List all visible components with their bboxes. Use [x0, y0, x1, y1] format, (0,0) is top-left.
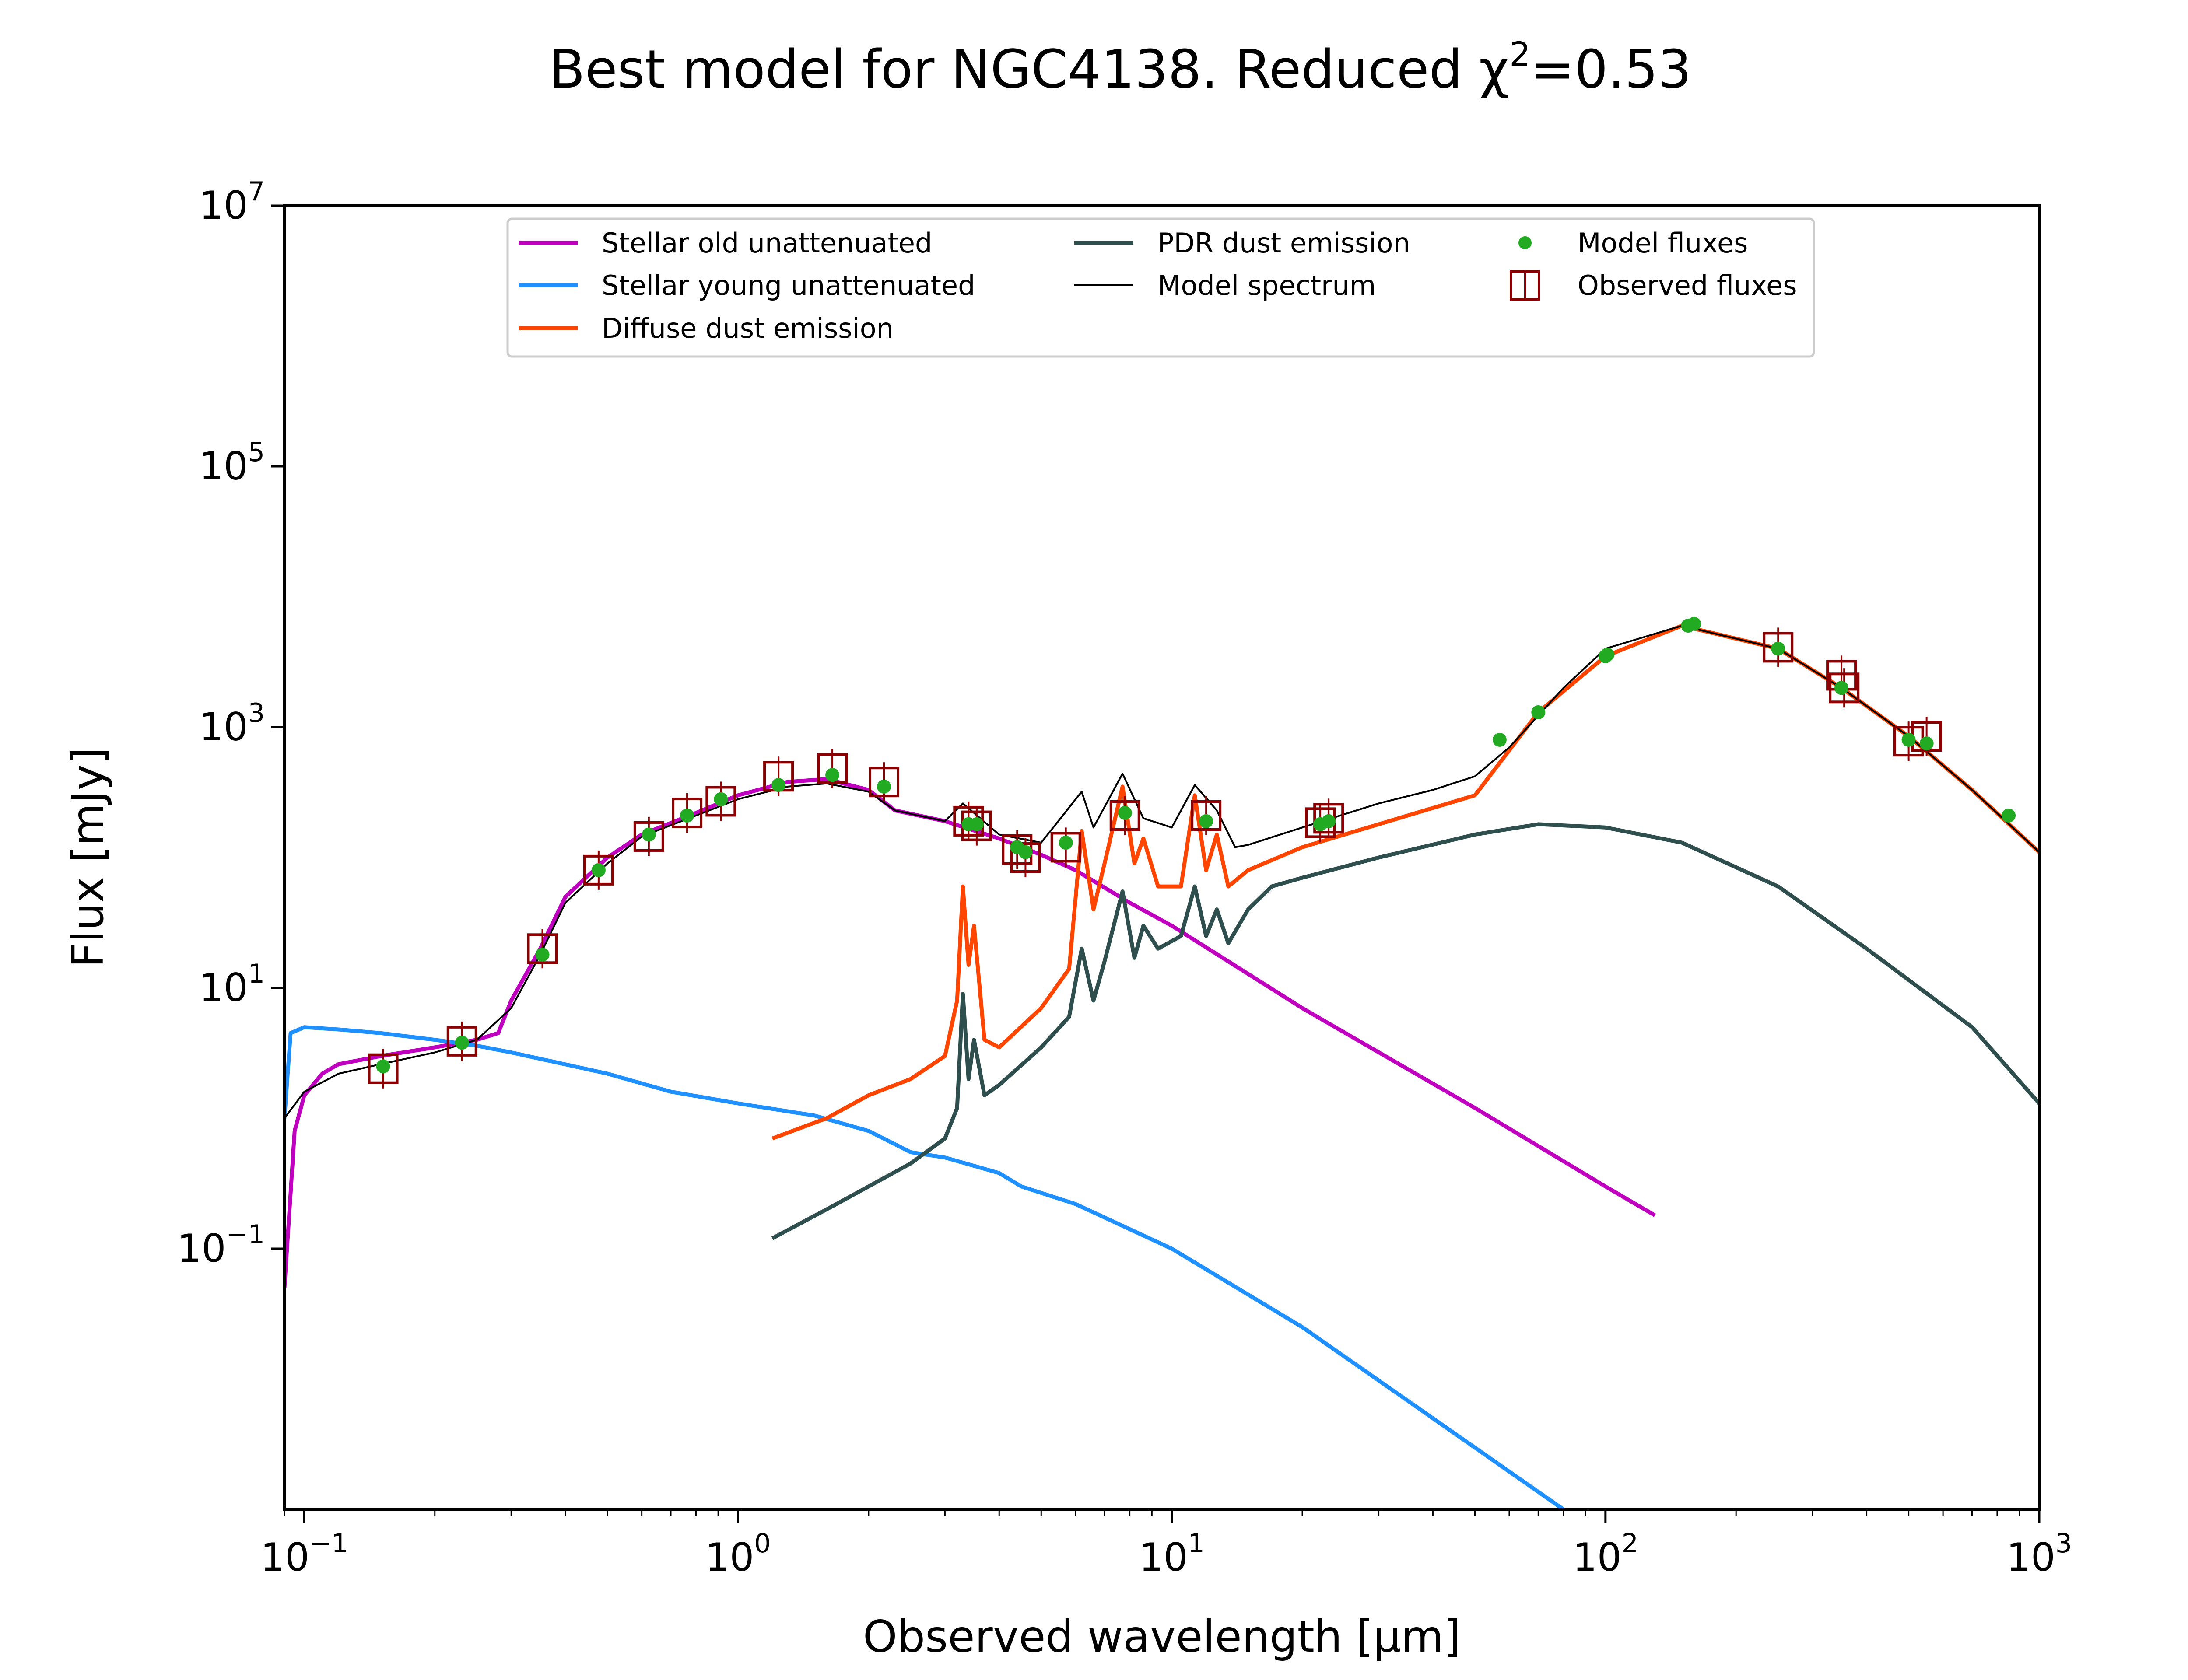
model-flux-point	[714, 792, 728, 806]
chart-title: Best model for NGC4138. Reduced χ2=0.53	[549, 35, 1692, 100]
observed-flux-marker	[672, 797, 703, 828]
observed-flux-marker	[1829, 672, 1860, 704]
observed-flux-marker	[817, 753, 848, 784]
legend-item-2: Diffuse dust emission	[519, 312, 894, 344]
model-flux-point	[1600, 648, 1615, 662]
model-flux-point	[771, 778, 786, 792]
marker-layer	[368, 616, 2016, 1088]
model-flux-point	[1834, 681, 1849, 695]
legend-item-5: Model fluxes	[1518, 227, 1748, 259]
model-flux-point	[1018, 845, 1033, 859]
model-flux-point	[591, 863, 606, 877]
y-axis-label: Flux [mJy]	[62, 747, 113, 968]
legend-item-3: PDR dust emission	[1074, 227, 1410, 259]
observed-flux-marker	[446, 1026, 477, 1057]
y-tick-label: 105	[199, 437, 265, 489]
y-tick-label: 101	[199, 959, 265, 1010]
x-tick-label: 100	[705, 1528, 771, 1580]
legend-label: Stellar young unattenuated	[602, 270, 975, 301]
legend-item-6: Observed fluxes	[1510, 270, 1797, 301]
model-flux-point	[969, 817, 984, 831]
legend-label: PDR dust emission	[1157, 227, 1410, 259]
legend-item-0: Stellar old unattenuated	[519, 227, 932, 259]
model-flux-point	[535, 947, 550, 962]
model-flux-point	[1322, 814, 1336, 828]
y-tick-label: 103	[199, 698, 265, 749]
observed-flux-marker	[1763, 632, 1794, 663]
legend-label: Model fluxes	[1578, 227, 1748, 259]
model-flux-point	[1531, 705, 1546, 720]
chart-title-sup: 2	[1509, 35, 1530, 74]
model-flux-point	[877, 779, 891, 794]
observed-flux-marker	[1191, 800, 1222, 831]
model-flux-point	[1901, 732, 1916, 747]
legend-swatch	[1518, 236, 1532, 249]
observed-flux-marker	[527, 933, 558, 964]
observed-flux-marker	[1050, 832, 1081, 863]
observed-flux-marker	[1109, 800, 1140, 831]
legend-label: Stellar old unattenuated	[602, 227, 932, 259]
series-line-0	[284, 777, 1656, 1288]
legend-item-4: Model spectrum	[1074, 270, 1376, 301]
chart-title-main: Best model for NGC4138. Reduced χ	[549, 39, 1510, 100]
series-line-3	[771, 822, 2039, 1240]
model-flux-point	[2002, 808, 2016, 822]
model-flux-point	[376, 1059, 390, 1074]
legend-label: Observed fluxes	[1578, 270, 1797, 301]
x-axis-label: Observed wavelength [μm]	[863, 1611, 1461, 1662]
y-tick-label: 107	[199, 176, 265, 228]
observed-flux-marker	[583, 854, 614, 886]
x-tick-label: 102	[1573, 1528, 1638, 1580]
x-tick-label: 103	[2006, 1528, 2072, 1580]
observed-flux-marker	[633, 821, 664, 852]
legend-label: Diffuse dust emission	[602, 312, 894, 344]
model-flux-point	[1118, 805, 1132, 820]
model-flux-point	[825, 768, 840, 782]
x-tick-label: 10−1	[260, 1528, 348, 1580]
model-flux-point	[1199, 814, 1213, 828]
series-layer	[284, 623, 2039, 1509]
series-line-1	[284, 1025, 1565, 1509]
plot-frame	[283, 204, 2041, 1511]
legend-box	[506, 217, 1815, 358]
y-axis: 10−1 101 103 105 107	[177, 176, 284, 1271]
model-flux-point	[1771, 641, 1785, 656]
series-line-4	[284, 625, 2039, 1119]
observed-flux-marker	[1010, 842, 1041, 873]
observed-flux-marker	[869, 766, 900, 798]
x-axis: 10−1 100 101 102 103	[260, 1509, 2072, 1580]
model-flux-point	[455, 1036, 469, 1050]
observed-flux-marker	[1313, 803, 1344, 834]
model-flux-point	[1919, 736, 1934, 751]
model-flux-point	[642, 827, 656, 842]
legend: Stellar old unattenuated Stellar young un…	[506, 217, 1815, 358]
observed-flux-marker	[368, 1053, 399, 1084]
model-flux-point	[1492, 732, 1507, 747]
observed-flux-marker	[705, 786, 736, 817]
x-tick-label: 101	[1139, 1528, 1205, 1580]
legend-item-1: Stellar young unattenuated	[519, 270, 975, 301]
chart-title-tail: =0.53	[1531, 39, 1692, 100]
model-flux-point	[1059, 836, 1073, 850]
model-flux-point	[680, 808, 694, 822]
y-tick-label: 10−1	[177, 1219, 265, 1271]
legend-label: Model spectrum	[1157, 270, 1376, 301]
model-flux-point	[1687, 616, 1701, 631]
